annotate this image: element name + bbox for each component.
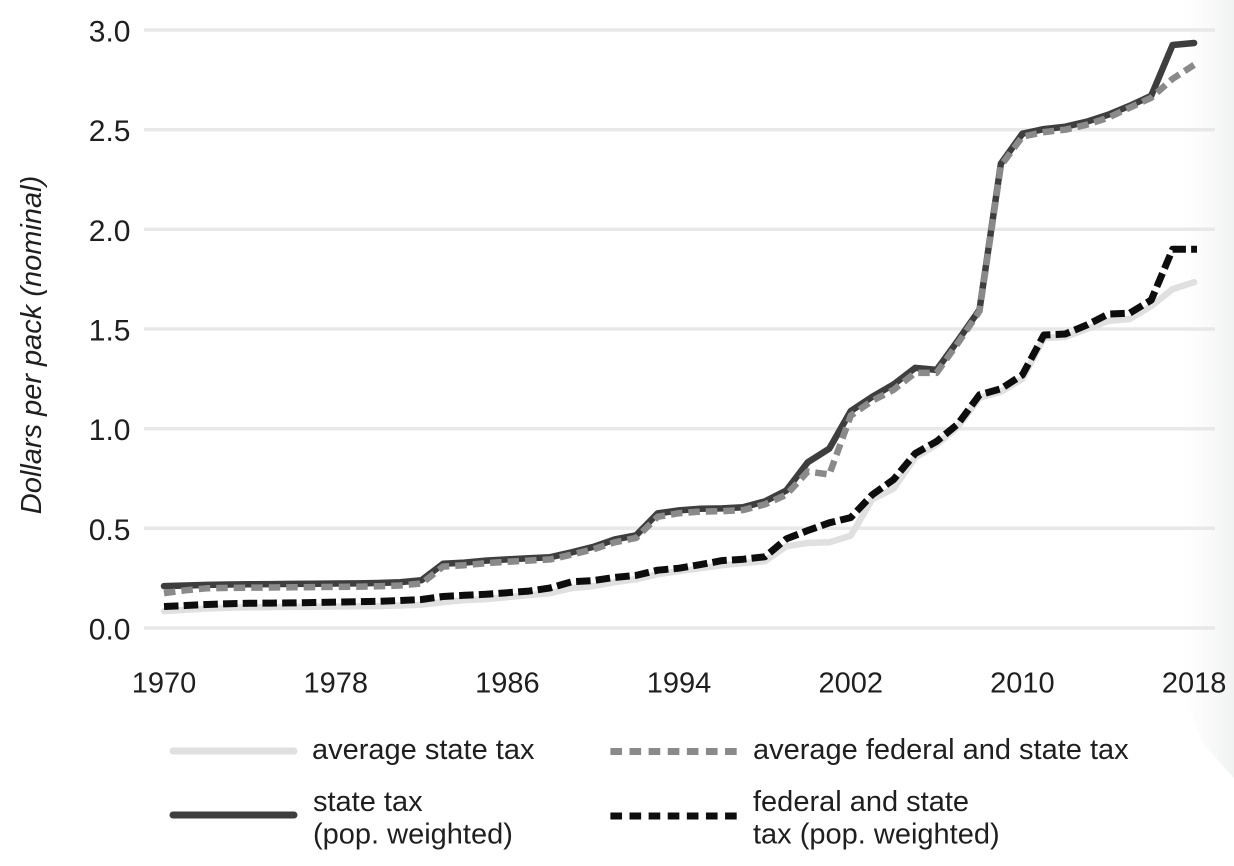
svg-text:Dollars per pack (nominal): Dollars per pack (nominal): [16, 176, 48, 514]
svg-text:3.0: 3.0: [89, 16, 131, 49]
svg-text:average federal and state tax: average federal and state tax: [753, 734, 1129, 766]
svg-text:federal and state: federal and state: [753, 786, 969, 818]
svg-text:2018: 2018: [1162, 668, 1227, 700]
svg-text:0.0: 0.0: [89, 614, 131, 647]
svg-text:average state tax: average state tax: [312, 734, 535, 766]
svg-text:1.5: 1.5: [89, 315, 131, 348]
svg-text:2.0: 2.0: [89, 215, 131, 248]
svg-text:tax (pop. weighted): tax (pop. weighted): [753, 819, 1000, 851]
svg-text:1.0: 1.0: [89, 414, 131, 447]
svg-text:0.5: 0.5: [89, 514, 131, 547]
svg-text:1994: 1994: [647, 668, 712, 700]
svg-text:state tax: state tax: [313, 786, 423, 818]
svg-text:2.5: 2.5: [89, 115, 131, 148]
svg-text:2010: 2010: [990, 668, 1055, 700]
svg-text:2002: 2002: [818, 668, 883, 700]
svg-text:1970: 1970: [132, 668, 197, 700]
svg-text:1978: 1978: [303, 668, 368, 700]
svg-text:(pop. weighted): (pop. weighted): [313, 819, 513, 851]
svg-text:1986: 1986: [475, 668, 540, 700]
